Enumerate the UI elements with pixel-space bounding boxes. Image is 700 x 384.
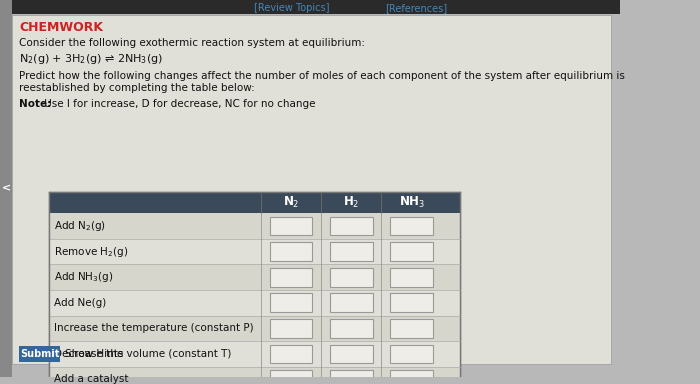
Bar (270, 217, 312, 235)
Text: Use I for increase, D for decrease, NC for no change: Use I for increase, D for decrease, NC f… (41, 99, 315, 109)
Bar (330, 268, 372, 286)
Bar (330, 370, 372, 384)
Text: Show Hints: Show Hints (66, 349, 124, 359)
Bar (270, 268, 312, 286)
Text: Submit: Submit (20, 349, 60, 359)
Text: [References]: [References] (385, 3, 447, 13)
Bar (391, 319, 433, 338)
Text: N$_2$(g) + 3H$_2$(g) ⇌ 2NH$_3$(g): N$_2$(g) + 3H$_2$(g) ⇌ 2NH$_3$(g) (20, 52, 163, 66)
Text: <: < (1, 184, 10, 194)
Bar (330, 293, 372, 312)
Bar (20, 346, 60, 362)
Bar (0, 0, 13, 377)
Bar (391, 344, 433, 363)
Bar (330, 217, 372, 235)
Bar (49, 213, 461, 239)
Text: Add NH$_3$(g): Add NH$_3$(g) (54, 270, 113, 284)
Bar (270, 242, 312, 261)
Bar (270, 319, 312, 338)
Text: Add N$_2$(g): Add N$_2$(g) (54, 219, 106, 233)
Bar (330, 344, 372, 363)
Bar (391, 370, 433, 384)
Bar (270, 344, 312, 363)
Bar (49, 192, 461, 384)
Bar (49, 367, 461, 384)
Bar (49, 192, 461, 213)
Bar (49, 265, 461, 290)
Text: Add Ne(g): Add Ne(g) (54, 298, 106, 308)
Text: [Review Topics]: [Review Topics] (254, 3, 330, 13)
Bar (0, 0, 620, 14)
Bar (391, 293, 433, 312)
Bar (391, 217, 433, 235)
Bar (330, 242, 372, 261)
Text: reestablished by completing the table below:: reestablished by completing the table be… (20, 83, 255, 93)
Text: Decrease the volume (constant T): Decrease the volume (constant T) (54, 349, 232, 359)
Text: Note:: Note: (20, 99, 52, 109)
Bar (391, 242, 433, 261)
Bar (270, 370, 312, 384)
Bar (49, 341, 461, 367)
Bar (270, 293, 312, 312)
Bar (330, 319, 372, 338)
Text: Increase the temperature (constant P): Increase the temperature (constant P) (54, 323, 253, 333)
Text: Predict how the following changes affect the number of moles of each component o: Predict how the following changes affect… (20, 71, 625, 81)
Bar (49, 290, 461, 316)
Text: H$_2$: H$_2$ (343, 195, 360, 210)
Text: NH$_3$: NH$_3$ (398, 195, 424, 210)
Text: Consider the following exothermic reaction system at equilibrium:: Consider the following exothermic reacti… (20, 38, 365, 48)
Text: N$_2$: N$_2$ (283, 195, 300, 210)
Text: Remove H$_2$(g): Remove H$_2$(g) (54, 245, 128, 259)
Bar (391, 268, 433, 286)
Bar (49, 239, 461, 265)
Text: Add a catalyst: Add a catalyst (54, 374, 129, 384)
Bar (49, 316, 461, 341)
Text: CHEMWORK: CHEMWORK (20, 21, 104, 34)
